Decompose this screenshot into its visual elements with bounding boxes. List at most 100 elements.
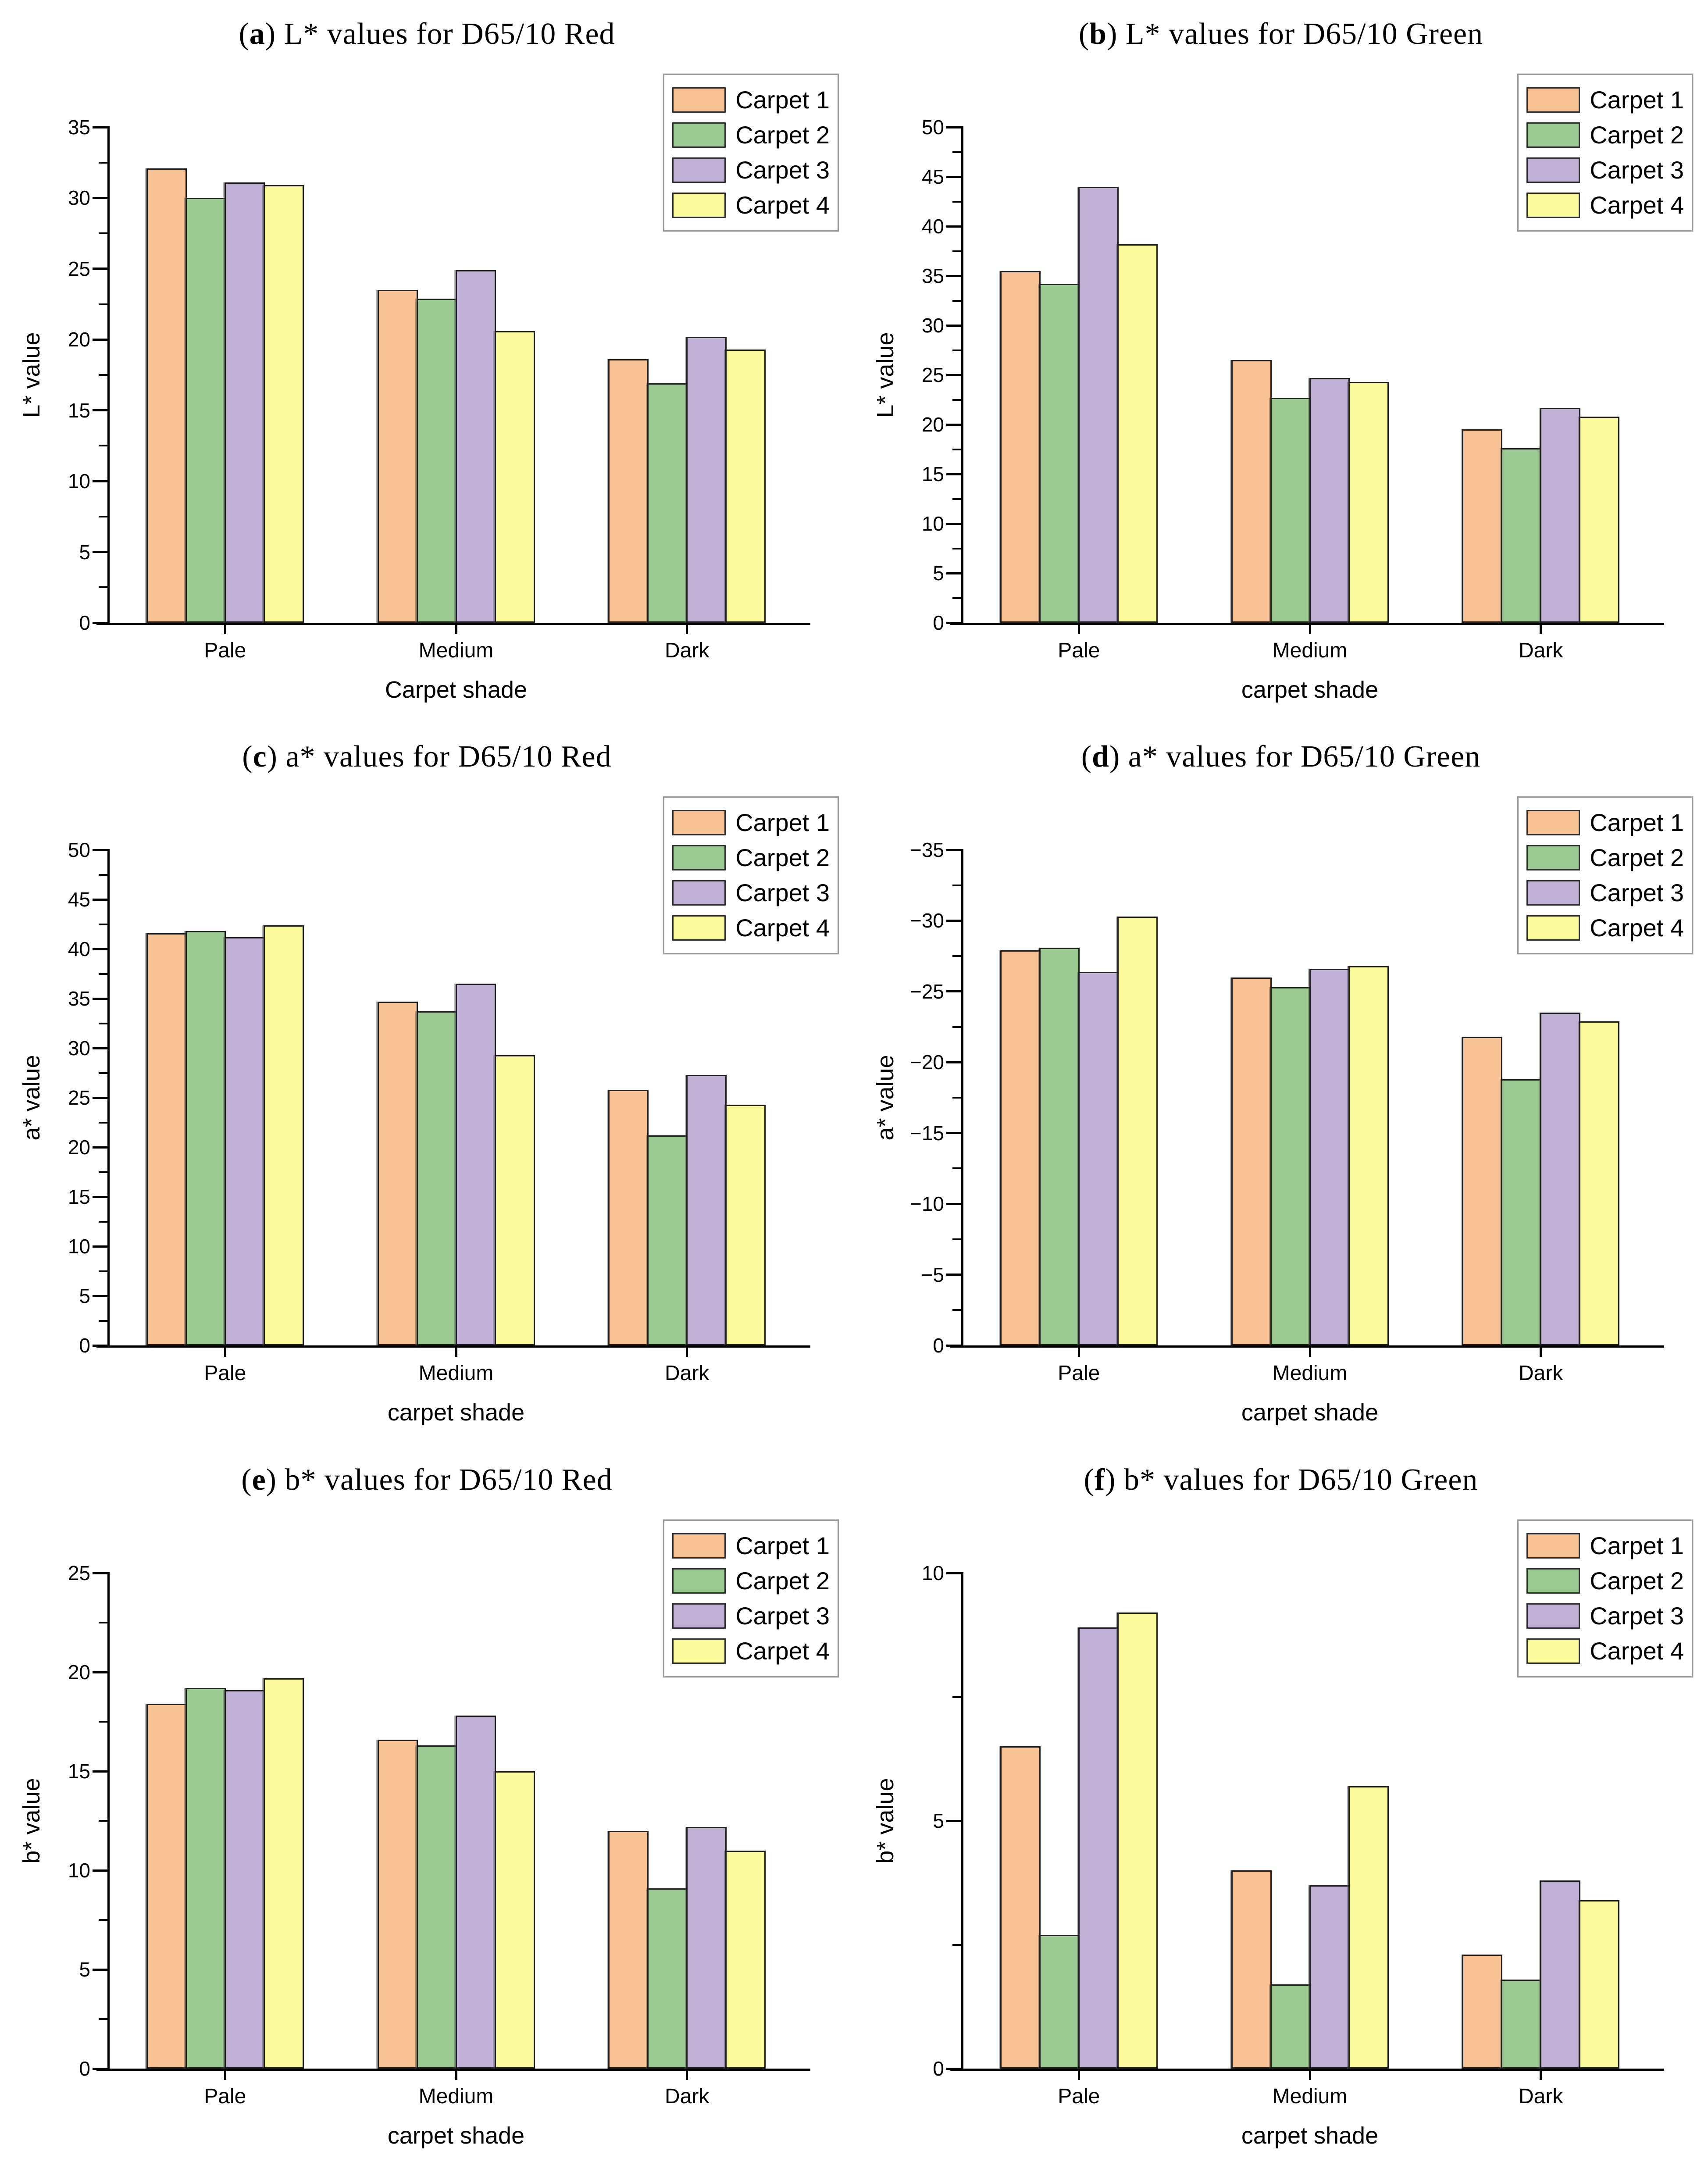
y-tick-label: 15 (68, 1760, 90, 1783)
bar-carpet-1-medium (1231, 977, 1272, 1345)
y-tick-label: 25 (68, 257, 90, 280)
y-minor-tick (952, 349, 961, 351)
legend-item: Carpet 1 (1526, 85, 1684, 115)
bar-carpet-3-pale (1078, 972, 1119, 1345)
x-category-label: Dark (1518, 639, 1563, 662)
y-minor-tick (99, 1220, 107, 1223)
y-minor-tick (952, 1026, 961, 1028)
title-prefix: ( (241, 1463, 252, 1497)
y-minor-tick (952, 884, 961, 886)
y-major-tick (946, 1819, 961, 1822)
x-tick (1077, 1345, 1080, 1357)
panel-title: (b) L* values for D65/10 Green (854, 17, 1708, 52)
title-letter: d (1092, 740, 1109, 774)
y-axis-line (107, 1572, 110, 2071)
legend-label: Carpet 4 (1590, 191, 1684, 219)
title-letter: f (1094, 1463, 1105, 1497)
y-minor-tick (99, 1072, 107, 1074)
y-major-tick (93, 338, 107, 341)
legend-item: Carpet 4 (1526, 913, 1684, 943)
legend-label: Carpet 4 (1590, 1637, 1684, 1665)
x-category-label: Medium (1272, 1362, 1348, 1385)
x-category-label: Medium (1272, 639, 1348, 662)
y-major-tick (93, 997, 107, 1000)
title-text: ) a* values for D65/10 Red (267, 740, 612, 774)
y-major-tick (946, 522, 961, 525)
y-minor-tick (99, 515, 107, 517)
y-minor-tick (952, 1238, 961, 1240)
y-major-tick (93, 1096, 107, 1099)
title-prefix: ( (1084, 1463, 1095, 1497)
legend-label: Carpet 3 (735, 879, 830, 906)
y-minor-tick (99, 1022, 107, 1024)
y-tick-label: 5 (79, 540, 90, 564)
bar-carpet-2-medium (417, 299, 457, 623)
title-prefix: ( (1078, 17, 1090, 51)
y-minor-tick (99, 303, 107, 305)
bar-carpet-3-dark (686, 1075, 727, 1345)
bar-carpet-1-pale (146, 933, 187, 1345)
bar-carpet-4-pale (264, 1678, 304, 2069)
y-tick-label: −30 (909, 909, 944, 932)
legend: Carpet 1 Carpet 2 Carpet 3 Carpet 4 (663, 796, 839, 955)
y-minor-tick (99, 1820, 107, 1822)
x-axis-line (950, 2069, 1664, 2071)
bar-carpet-1-dark (1462, 429, 1502, 623)
y-minor-tick (99, 374, 107, 376)
title-prefix: ( (242, 740, 253, 774)
legend-item: Carpet 4 (1526, 1636, 1684, 1666)
y-minor-tick (952, 399, 961, 401)
y-minor-tick (952, 1097, 961, 1099)
y-axis-line (107, 126, 110, 625)
y-axis-title: L* value (18, 332, 45, 418)
bar-carpet-1-dark (608, 1831, 649, 2069)
y-tick-label: −20 (909, 1051, 944, 1074)
legend-label: Carpet 3 (735, 1602, 830, 1630)
bar-carpet-2-dark (647, 1888, 688, 2069)
y-major-tick (93, 196, 107, 199)
legend-item: Carpet 3 (672, 878, 830, 908)
bar-carpet-1-medium (378, 1740, 418, 2069)
y-minor-tick (952, 300, 961, 302)
y-major-tick (946, 572, 961, 574)
bar-carpet-3-dark (686, 337, 727, 623)
legend-item: Carpet 3 (1526, 878, 1684, 908)
y-minor-tick (952, 200, 961, 203)
legend-label: Carpet 3 (1590, 156, 1684, 184)
y-tick-label: 45 (68, 888, 90, 911)
x-tick (1540, 623, 1542, 634)
legend-swatch-carpet-2 (1526, 122, 1580, 148)
y-minor-tick (99, 1919, 107, 1921)
y-tick-label: 10 (68, 1235, 90, 1258)
legend-swatch-carpet-2 (1526, 845, 1580, 870)
bar-carpet-4-dark (1579, 1900, 1619, 2069)
bar-carpet-2-medium (417, 1745, 457, 2069)
y-major-tick (946, 849, 961, 851)
bar-carpet-3-pale (1078, 187, 1119, 623)
y-major-tick (946, 126, 961, 128)
bar-carpet-4-medium (495, 1055, 535, 1345)
legend-swatch-carpet-4 (1526, 1638, 1580, 1664)
x-axis-line (950, 1345, 1664, 1348)
y-major-tick (93, 1295, 107, 1297)
y-tick-label: 30 (68, 186, 90, 210)
y-major-tick (946, 324, 961, 327)
y-minor-tick (99, 445, 107, 447)
x-category-label: Dark (1518, 1362, 1563, 1385)
x-axis-line (96, 1345, 810, 1348)
bar-carpet-2-medium (417, 1011, 457, 1345)
y-minor-tick (99, 232, 107, 235)
y-axis-line (961, 1572, 963, 2071)
legend-item: Carpet 1 (672, 807, 830, 838)
y-minor-tick (99, 586, 107, 589)
title-text: ) L* values for D65/10 Red (265, 17, 615, 51)
legend-item: Carpet 2 (672, 842, 830, 873)
legend-label: Carpet 1 (1590, 86, 1684, 114)
title-text: ) L* values for D65/10 Green (1107, 17, 1483, 51)
y-major-tick (93, 1245, 107, 1248)
title-text: ) b* values for D65/10 Green (1105, 1463, 1478, 1497)
y-major-tick (93, 1572, 107, 1574)
legend-swatch-carpet-1 (672, 1533, 726, 1559)
y-tick-label: 40 (68, 938, 90, 960)
